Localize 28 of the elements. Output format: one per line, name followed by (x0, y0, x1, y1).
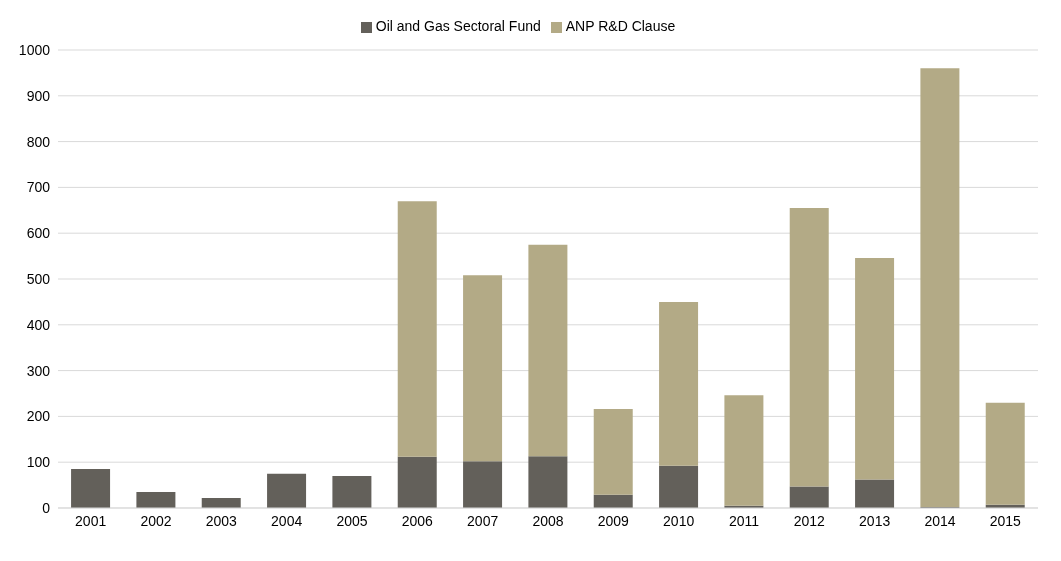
x-tick-label: 2003 (205, 512, 238, 529)
y-tick-label: 600 (26, 225, 51, 242)
x-tick-label: 2012 (793, 512, 826, 529)
x-tick-label: 2009 (597, 512, 630, 529)
y-tick-label: 500 (26, 270, 51, 287)
x-tick-label: 2013 (859, 512, 891, 529)
x-tick-label: 2004 (271, 512, 303, 529)
y-tick-label: 0 (42, 499, 51, 516)
x-tick-label: 2001 (75, 512, 107, 529)
x-tick-label: 2005 (336, 512, 368, 529)
x-tick-label: 2006 (401, 512, 434, 529)
x-tick-label: 2011 (728, 512, 760, 529)
legend-label: Oil and Gas Sectoral Fund (375, 18, 541, 34)
x-tick-label: 2008 (532, 512, 564, 529)
y-tick-label: 700 (26, 179, 51, 196)
y-tick-label: 400 (26, 316, 51, 333)
y-tick-label: 300 (26, 362, 51, 379)
y-tick-label: 200 (26, 408, 51, 425)
x-tick-label: 2007 (467, 512, 499, 529)
legend-label: ANP R&D Clause (565, 18, 676, 34)
y-tick-label: 900 (26, 87, 51, 104)
y-tick-label: 1000 (18, 41, 51, 58)
x-tick-label: 2014 (924, 512, 956, 529)
y-tick-label: 100 (26, 454, 51, 471)
x-tick-label: 2002 (140, 512, 172, 529)
y-tick-label: 800 (26, 133, 51, 150)
x-tick-label: 2010 (663, 512, 695, 529)
x-tick-label: 2015 (989, 512, 1022, 529)
